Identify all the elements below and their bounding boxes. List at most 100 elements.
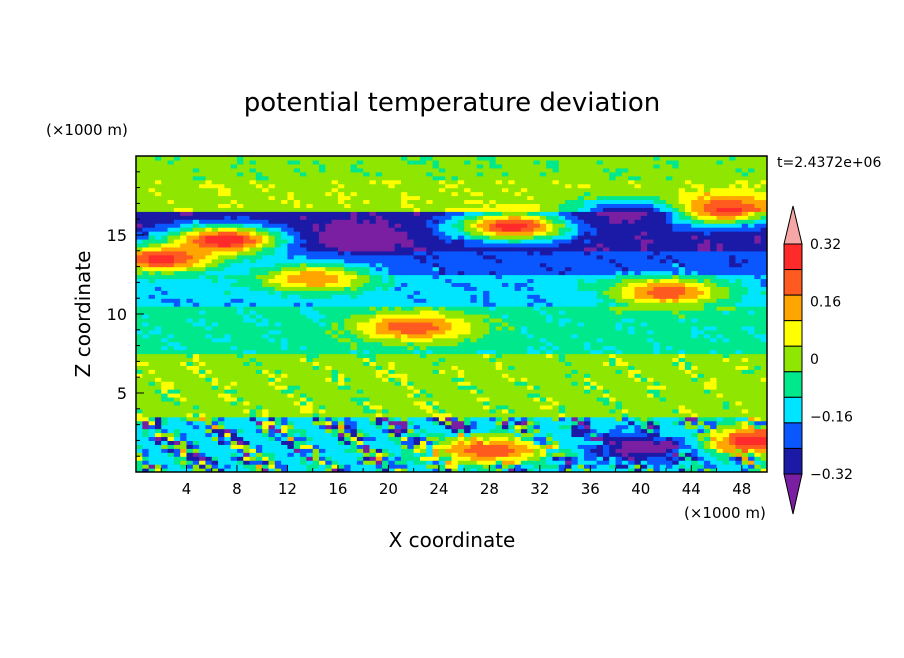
contour-cell xyxy=(527,302,535,307)
contour-cell xyxy=(647,274,655,280)
contour-cell xyxy=(621,444,629,449)
contour-cell xyxy=(621,440,629,445)
contour-cell xyxy=(684,432,692,438)
contour-cell xyxy=(483,420,490,426)
contour-cell xyxy=(344,381,352,386)
contour-cell xyxy=(350,349,358,355)
contour-cell xyxy=(363,428,371,434)
contour-cell xyxy=(419,302,427,307)
contour-cell xyxy=(382,333,389,339)
contour-cell xyxy=(565,294,572,299)
contour-cell xyxy=(337,440,345,445)
contour-cell xyxy=(388,412,396,418)
contour-cell xyxy=(243,436,251,441)
contour-cell xyxy=(268,404,276,410)
contour-cell xyxy=(584,432,591,438)
contour-cell xyxy=(684,278,692,283)
contour-cell xyxy=(199,400,207,406)
contour-cell xyxy=(331,436,339,441)
contour-cell xyxy=(476,298,484,303)
contour-cell xyxy=(571,452,579,457)
contour-cell xyxy=(546,432,554,438)
contour-cell xyxy=(647,345,655,351)
contour-cell xyxy=(426,412,434,418)
contour-cell xyxy=(148,389,156,394)
contour-cell xyxy=(672,428,680,434)
contour-cell xyxy=(754,460,762,465)
contour-cell xyxy=(224,274,232,280)
contour-cell xyxy=(186,286,194,291)
contour-cell xyxy=(167,290,175,295)
contour-cell xyxy=(735,456,743,461)
contour-cell xyxy=(148,302,156,307)
contour-cell xyxy=(136,317,143,323)
contour-cell xyxy=(520,432,528,438)
contour-cell xyxy=(312,274,320,280)
contour-cell xyxy=(760,317,767,323)
contour-cell xyxy=(754,353,762,359)
contour-cell xyxy=(148,365,156,370)
contour-cell xyxy=(754,456,762,461)
contour-cell xyxy=(489,393,497,398)
contour-cell xyxy=(243,274,251,280)
contour-cell xyxy=(483,389,490,394)
contour-cell xyxy=(640,282,648,287)
contour-cell xyxy=(136,365,143,370)
contour-cell xyxy=(703,468,711,472)
contour-cell xyxy=(634,325,642,331)
contour-cell xyxy=(167,424,175,430)
contour-cell xyxy=(243,420,251,426)
contour-cell xyxy=(293,428,301,434)
contour-cell xyxy=(318,314,326,319)
contour-cell xyxy=(337,428,345,434)
contour-cell xyxy=(337,321,345,327)
contour-cell xyxy=(634,317,642,323)
contour-cell xyxy=(344,317,352,323)
contour-cell xyxy=(539,345,547,351)
contour-cell xyxy=(382,440,389,445)
contour-cell xyxy=(748,416,755,422)
contour-cell xyxy=(666,393,673,398)
contour-cell xyxy=(678,393,686,398)
contour-cell xyxy=(148,400,156,406)
contour-cell xyxy=(634,302,642,307)
contour-cell xyxy=(318,286,326,291)
contour-cell xyxy=(136,385,143,390)
contour-cell xyxy=(684,325,692,331)
contour-cell xyxy=(741,464,749,469)
contour-cell xyxy=(527,396,535,402)
contour-cell xyxy=(344,420,352,426)
contour-cell xyxy=(722,357,730,362)
contour-cell xyxy=(476,325,484,331)
contour-cell xyxy=(243,373,251,378)
contour-cell xyxy=(558,282,566,287)
contour-cell xyxy=(590,361,598,366)
contour-cell xyxy=(249,400,257,406)
contour-cell xyxy=(501,306,509,311)
contour-cell xyxy=(388,420,396,426)
contour-cell xyxy=(287,468,295,472)
contour-cell xyxy=(388,373,396,378)
contour-cell xyxy=(262,317,270,323)
contour-cell xyxy=(514,396,522,402)
contour-cell xyxy=(520,452,528,457)
contour-cell xyxy=(457,416,465,422)
contour-cell xyxy=(609,420,617,426)
contour-cell xyxy=(167,298,175,303)
contour-cell xyxy=(539,412,547,418)
contour-cell xyxy=(678,377,686,382)
contour-cell xyxy=(754,436,762,441)
contour-cell xyxy=(255,325,263,331)
contour-cell xyxy=(684,341,692,347)
contour-cell xyxy=(142,373,150,378)
contour-cell xyxy=(508,424,516,430)
contour-cell xyxy=(457,400,465,406)
contour-cell xyxy=(596,389,604,394)
contour-cell xyxy=(161,302,169,307)
contour-cell xyxy=(565,341,572,347)
contour-cell xyxy=(546,404,554,410)
contour-cell xyxy=(741,361,749,366)
contour-cell xyxy=(659,369,667,374)
contour-cell xyxy=(312,432,320,438)
contour-cell xyxy=(653,349,661,355)
